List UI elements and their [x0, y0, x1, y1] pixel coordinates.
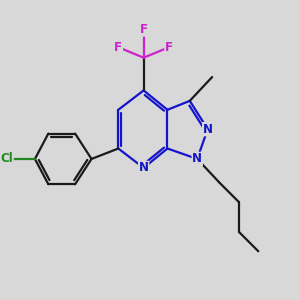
Text: N: N — [203, 123, 213, 136]
Text: F: F — [114, 41, 122, 54]
Text: N: N — [139, 161, 148, 174]
Text: N: N — [192, 152, 202, 165]
Text: F: F — [165, 41, 173, 54]
Text: Cl: Cl — [0, 152, 13, 165]
Text: F: F — [140, 23, 148, 36]
